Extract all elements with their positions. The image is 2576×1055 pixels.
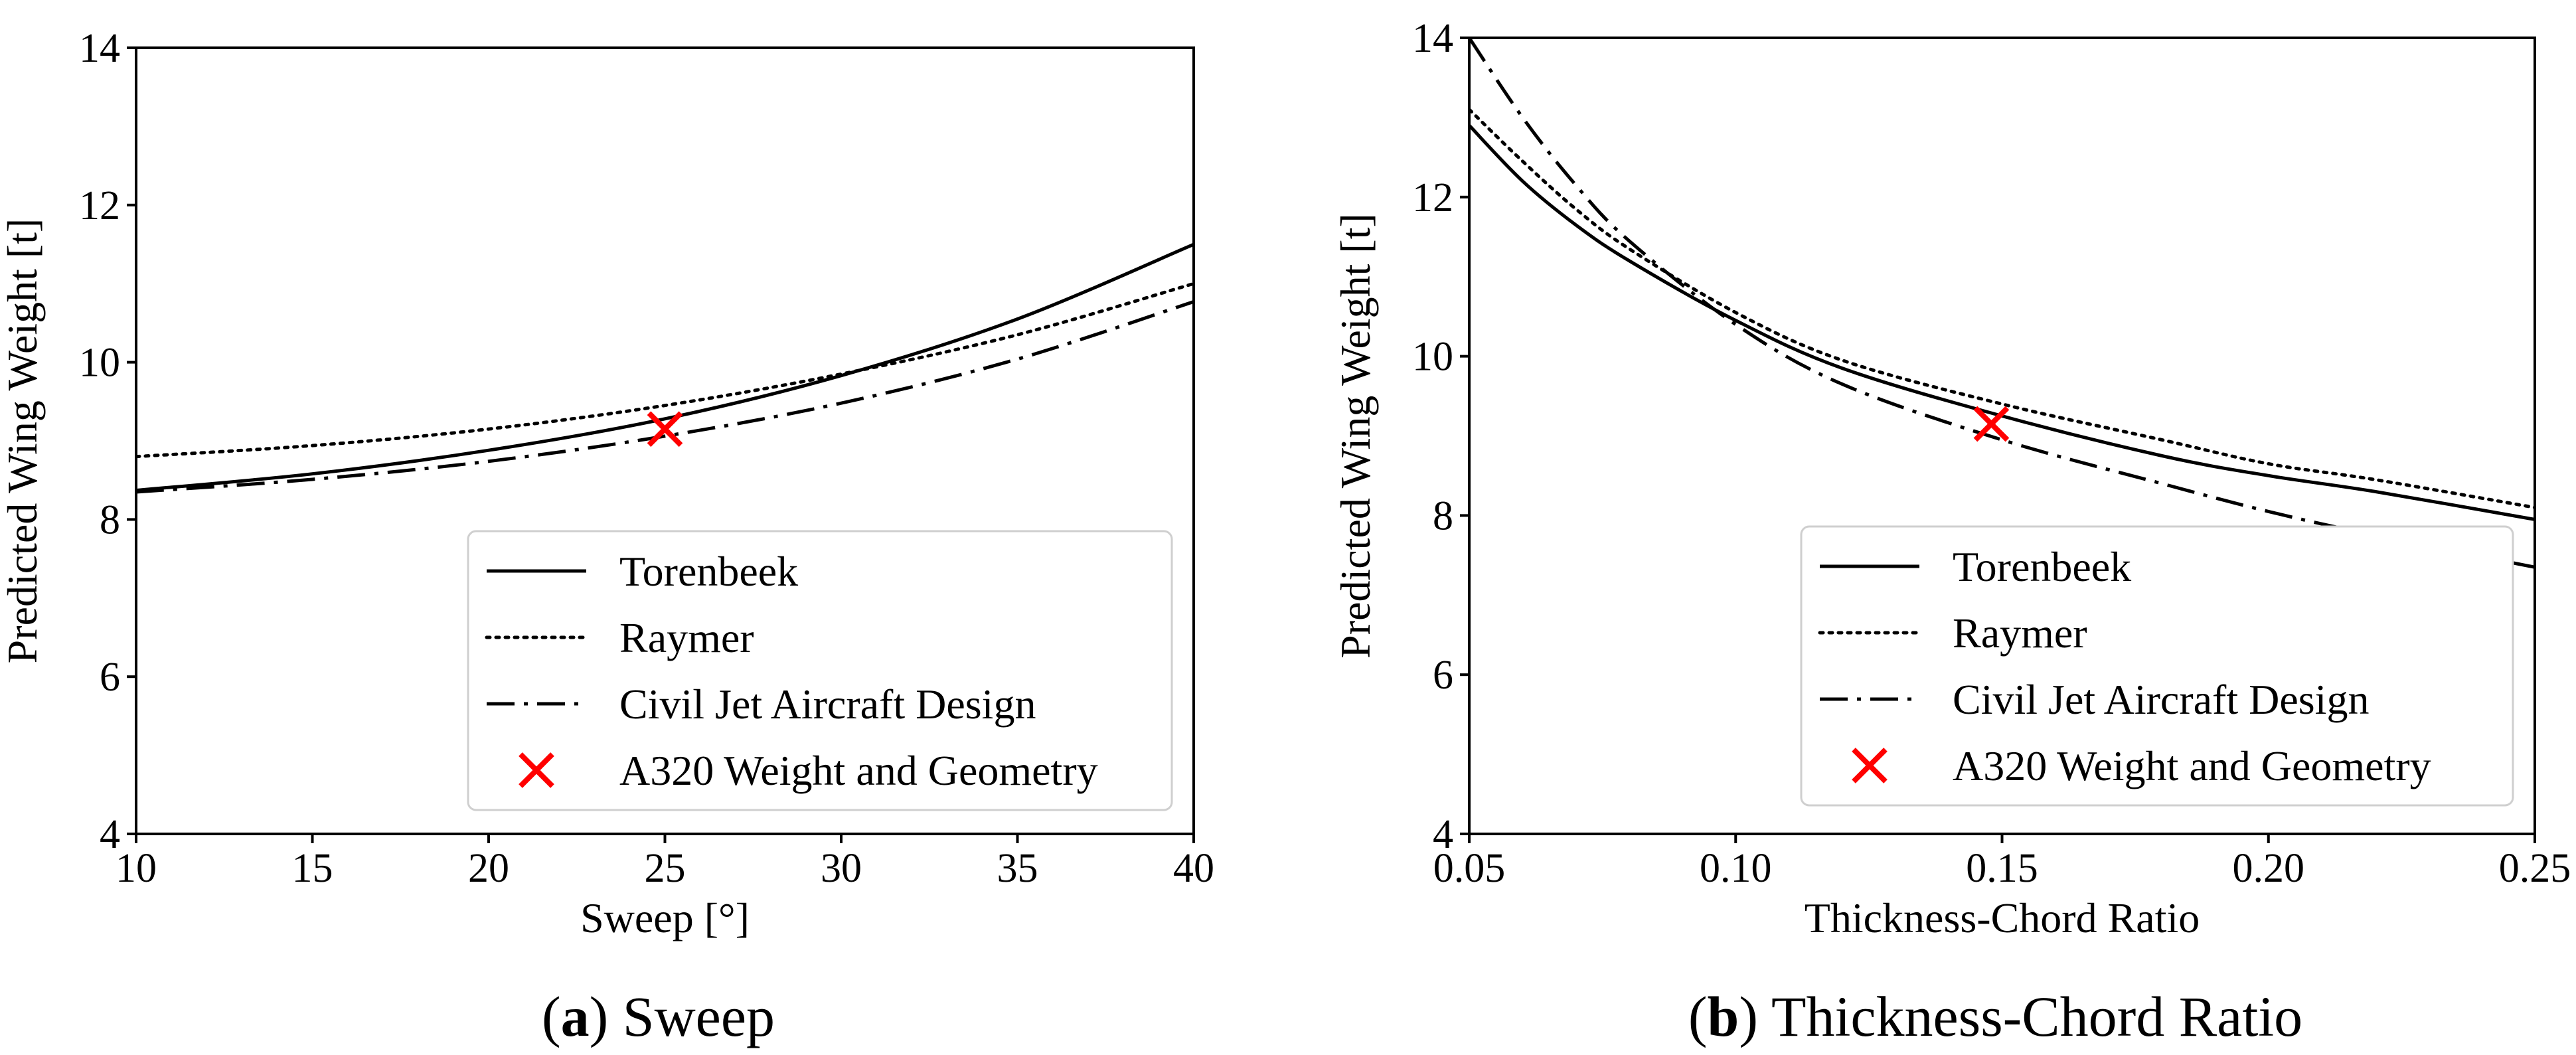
y-tick-label: 14	[79, 26, 120, 71]
x-tick-label: 20	[468, 846, 509, 891]
line-torenbeek	[136, 242, 1194, 493]
x-axis: 10 15 20 25 30 35 40	[116, 834, 1214, 891]
y-tick-label: 6	[1433, 653, 1453, 698]
line-civil-jet-aircraft-design	[136, 300, 1194, 494]
legend-swatch-a320	[519, 752, 554, 788]
legend-swatch-a320	[1852, 748, 1888, 783]
legend-box	[467, 530, 1173, 811]
y-tick-label: 4	[1433, 812, 1453, 857]
x-axis-label: Thickness-Chord Ratio	[1805, 894, 2200, 941]
y-tick-label: 12	[1412, 175, 1453, 220]
a320-marker	[647, 411, 683, 447]
x-tick-label: 30	[821, 846, 862, 891]
y-tick-label: 8	[100, 497, 120, 542]
x-axis: 0.05 0.10 0.15 0.20 0.25	[1433, 834, 2571, 891]
y-axis-label: Predicted Wing Weight [t]	[1332, 213, 1379, 659]
legend-label-torenbeek: Torenbeek	[1953, 543, 2131, 590]
legend: Torenbeek Raymer Civil Jet Aircraft Desi…	[1800, 525, 2514, 807]
x-tick-label: 0.15	[1966, 846, 2038, 891]
x-tick-label: 0.20	[2233, 846, 2305, 891]
plot-lines	[1469, 38, 2535, 569]
caption-text: Sweep	[623, 985, 775, 1048]
y-tick-label: 12	[79, 183, 120, 228]
x-tick-label: 40	[1173, 846, 1214, 891]
x-tick-label: 35	[997, 846, 1038, 891]
y-tick-label: 8	[1433, 493, 1453, 538]
x-tick-label: 25	[645, 846, 686, 891]
legend-label-a320: A320 Weight and Geometry	[1953, 742, 2431, 789]
caption: (a) Sweep	[542, 985, 775, 1048]
legend-label-a320: A320 Weight and Geometry	[619, 747, 1098, 794]
legend-label-raymer: Raymer	[1953, 609, 2087, 657]
caption: (b) Thickness-Chord Ratio	[1688, 985, 2302, 1048]
line-civil-jet-aircraft-design	[1469, 38, 2535, 569]
legend-box	[1800, 525, 2514, 807]
y-axis-label: Predicted Wing Weight [t]	[0, 218, 46, 664]
x-tick-label: 10	[116, 846, 157, 891]
caption-letter: b	[1708, 985, 1739, 1048]
legend-label-civil-jet: Civil Jet Aircraft Design	[619, 681, 1036, 728]
y-tick-label: 10	[1412, 335, 1453, 380]
chart-thickness-chord: 0.05 0.10 0.15 0.20 0.25 4 6 8 10 12 14 Thickness…	[1332, 16, 2571, 1048]
line-raymer	[1469, 108, 2535, 509]
x-tick-label: 0.25	[2499, 846, 2571, 891]
x-tick-label: 15	[292, 846, 333, 891]
x-tick-label: 0.10	[1700, 846, 1772, 891]
a320-marker	[1973, 406, 2010, 442]
x-tick-label: 0.05	[1433, 846, 1506, 891]
caption-text: Thickness-Chord Ratio	[1771, 985, 2302, 1048]
y-axis: 4 6 8 10 12 14	[1412, 16, 1469, 857]
plot-lines	[136, 242, 1194, 494]
y-axis: 4 6 8 10 12 14	[79, 26, 136, 857]
legend-label-civil-jet: Civil Jet Aircraft Design	[1953, 676, 2369, 723]
y-tick-label: 6	[100, 655, 120, 700]
caption-letter: a	[561, 985, 590, 1048]
x-axis-label: Sweep [°]	[580, 894, 750, 941]
y-tick-label: 10	[79, 341, 120, 386]
line-torenbeek	[1469, 124, 2535, 521]
y-tick-label: 4	[100, 812, 120, 857]
legend-label-torenbeek: Torenbeek	[619, 548, 798, 595]
line-raymer	[136, 282, 1194, 459]
legend-label-raymer: Raymer	[619, 614, 754, 661]
chart-sweep: 10 15 20 25 30 35 40 4 6 8 10 12 14 Sweep [°] Predi…	[0, 26, 1214, 1048]
y-tick-label: 14	[1412, 16, 1453, 61]
legend: Torenbeek Raymer Civil Jet Aircraft Desi…	[467, 530, 1173, 811]
